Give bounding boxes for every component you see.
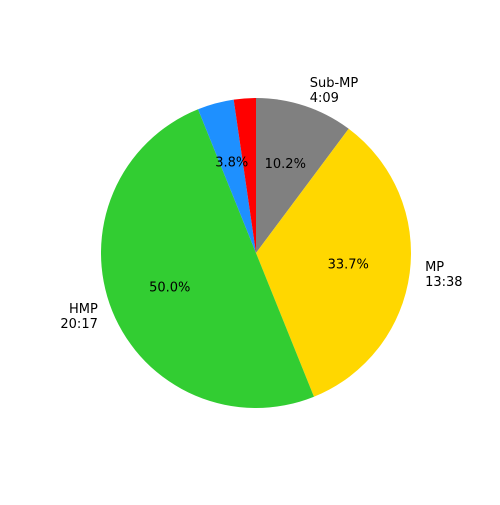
slice-label-0: Sub-MP 4:09 — [310, 76, 359, 106]
slice-label-line: 20:17 — [60, 317, 97, 332]
pie-slice-4 — [233, 98, 256, 253]
slice-label-line: HMP — [69, 302, 98, 317]
slice-percent-label-2: 50.0% — [149, 280, 190, 295]
slice-percent-label-1: 33.7% — [328, 257, 369, 272]
slice-label-line: 13:38 — [425, 275, 462, 290]
slice-label-1: MP 13:38 — [425, 260, 462, 290]
slice-percent-label-0: 10.2% — [265, 157, 306, 172]
labels-layer: 10.2% Sub-MP 4:09 33.7% MP 13:38 50.0% HMP 20:17… — [60, 76, 462, 332]
slice-percent-label-3: 3.8% — [215, 156, 248, 171]
pie-slice-2 — [100, 109, 314, 408]
pie-slice-0 — [256, 98, 349, 253]
slice-label-line: MP — [425, 260, 444, 275]
slices-layer — [100, 98, 411, 408]
pie-slice-3 — [198, 99, 256, 254]
slice-label-2: HMP 20:17 — [60, 302, 98, 332]
slice-label-line: 4:09 — [310, 91, 339, 106]
pie-slice-1 — [256, 128, 411, 397]
slice-label-line: Sub-MP — [310, 76, 359, 91]
